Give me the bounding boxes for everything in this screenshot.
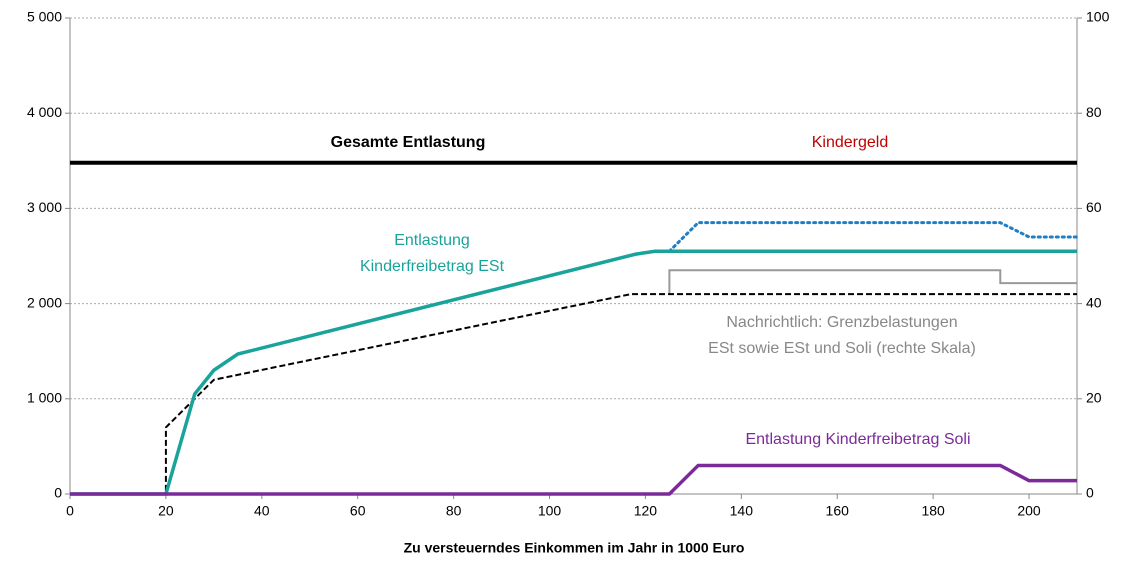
x-tick-label: 60 <box>350 503 366 519</box>
y-tick-label: 4 000 <box>27 104 62 120</box>
y-tick-label: 2 000 <box>27 294 62 310</box>
annotation: Entlastung Kinderfreibetrag Soli <box>745 431 970 448</box>
y2-tick-label: 0 <box>1086 485 1094 501</box>
y2-tick-label: 40 <box>1086 294 1102 310</box>
y-tick-label: 0 <box>54 485 62 501</box>
y-tick-label: 1 000 <box>27 390 62 406</box>
x-tick-label: 200 <box>1017 503 1041 519</box>
annotation: Nachrichtlich: Grenzbelastungen <box>726 314 957 331</box>
x-tick-label: 160 <box>826 503 850 519</box>
x-tick-label: 80 <box>446 503 462 519</box>
x-tick-label: 180 <box>921 503 945 519</box>
line-series <box>667 221 1079 253</box>
y2-tick-label: 100 <box>1086 9 1110 25</box>
x-tick-label: 120 <box>634 503 658 519</box>
line-series <box>668 269 1077 295</box>
line-series <box>70 293 1077 495</box>
y-tick-label: 3 000 <box>27 199 62 215</box>
x-tick-label: 0 <box>66 503 74 519</box>
annotation: Gesamte Entlastung <box>331 134 486 151</box>
y2-tick-label: 80 <box>1086 104 1102 120</box>
annotation: ESt sowie ESt und Soli (rechte Skala) <box>708 340 976 357</box>
annotation: Entlastung <box>394 232 470 249</box>
y2-tick-label: 20 <box>1086 390 1102 406</box>
x-tick-label: 40 <box>254 503 270 519</box>
x-tick-label: 140 <box>730 503 754 519</box>
line-series <box>70 249 1077 496</box>
y-tick-label: 5 000 <box>27 9 62 25</box>
annotation: Kinderfreibetrag ESt <box>360 258 505 275</box>
y2-tick-label: 60 <box>1086 199 1102 215</box>
x-tick-label: 100 <box>538 503 562 519</box>
x-tick-label: 20 <box>158 503 174 519</box>
x-axis-label: Zu versteuerndes Einkommen im Jahr in 10… <box>404 540 745 556</box>
annotation: Kindergeld <box>812 134 889 151</box>
line-series <box>70 463 1077 496</box>
